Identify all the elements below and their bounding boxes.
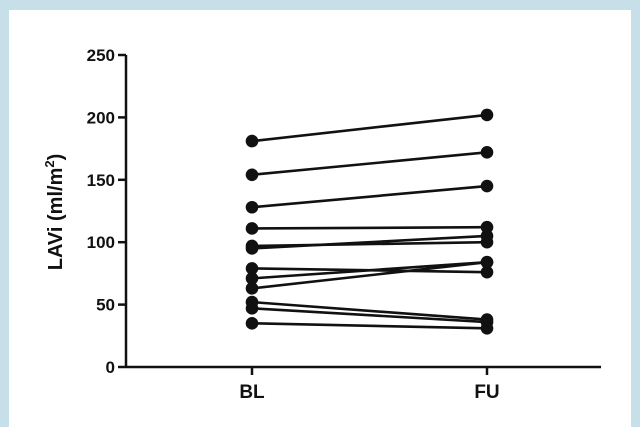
series-line bbox=[251, 307, 488, 324]
series-line-group bbox=[245, 108, 494, 148]
y-tick-label: 150 bbox=[87, 171, 115, 190]
series-line bbox=[251, 234, 488, 250]
y-axis-label-main: LAVi (ml/m bbox=[45, 168, 67, 271]
y-axis-label-close: ) bbox=[45, 154, 67, 161]
y-tick-label: 250 bbox=[87, 46, 115, 65]
series-line-group bbox=[245, 255, 494, 295]
y-tick-label: 50 bbox=[96, 296, 115, 315]
series-line bbox=[251, 260, 488, 280]
series-line-group bbox=[245, 179, 494, 214]
data-point bbox=[245, 200, 259, 214]
data-point bbox=[480, 179, 494, 193]
series-line bbox=[251, 322, 488, 330]
data-point bbox=[480, 322, 494, 335]
series-group bbox=[245, 108, 494, 335]
x-tick-label: FU bbox=[474, 382, 499, 403]
data-point bbox=[245, 282, 259, 295]
series-line-group bbox=[245, 146, 494, 182]
chart-panel bbox=[9, 10, 631, 427]
series-line bbox=[251, 300, 488, 321]
data-point bbox=[245, 222, 259, 235]
data-point bbox=[480, 265, 494, 279]
x-tick-label: BL bbox=[239, 382, 265, 403]
y-tick-label: 200 bbox=[87, 108, 115, 127]
data-point bbox=[480, 220, 494, 234]
data-point bbox=[480, 108, 494, 122]
data-point bbox=[245, 242, 259, 255]
series-line bbox=[251, 151, 488, 177]
series-line bbox=[251, 184, 488, 209]
series-line-group bbox=[245, 229, 494, 255]
data-point bbox=[245, 168, 259, 182]
data-point bbox=[245, 302, 259, 315]
data-point bbox=[245, 134, 259, 148]
series-line bbox=[251, 260, 488, 290]
axes bbox=[124, 55, 601, 369]
series-line-group bbox=[245, 255, 494, 285]
y-ticks: 0 50 100 150 200 250 bbox=[87, 46, 126, 377]
series-line-group bbox=[245, 220, 494, 235]
data-point bbox=[480, 146, 494, 159]
series-line bbox=[251, 113, 488, 143]
data-point bbox=[480, 229, 494, 243]
series-line bbox=[251, 225, 488, 230]
data-point bbox=[245, 272, 259, 285]
y-axis-label-superscript: 2 bbox=[42, 160, 57, 167]
data-point bbox=[245, 262, 259, 275]
y-axis-label: LAVi (ml/m2) bbox=[42, 154, 67, 271]
data-point bbox=[480, 255, 494, 269]
y-tick-label: 0 bbox=[106, 358, 115, 377]
series-line-group bbox=[245, 317, 494, 335]
x-ticks: BL FU bbox=[239, 367, 500, 403]
data-point bbox=[245, 317, 259, 330]
y-tick-label: 100 bbox=[87, 233, 115, 252]
